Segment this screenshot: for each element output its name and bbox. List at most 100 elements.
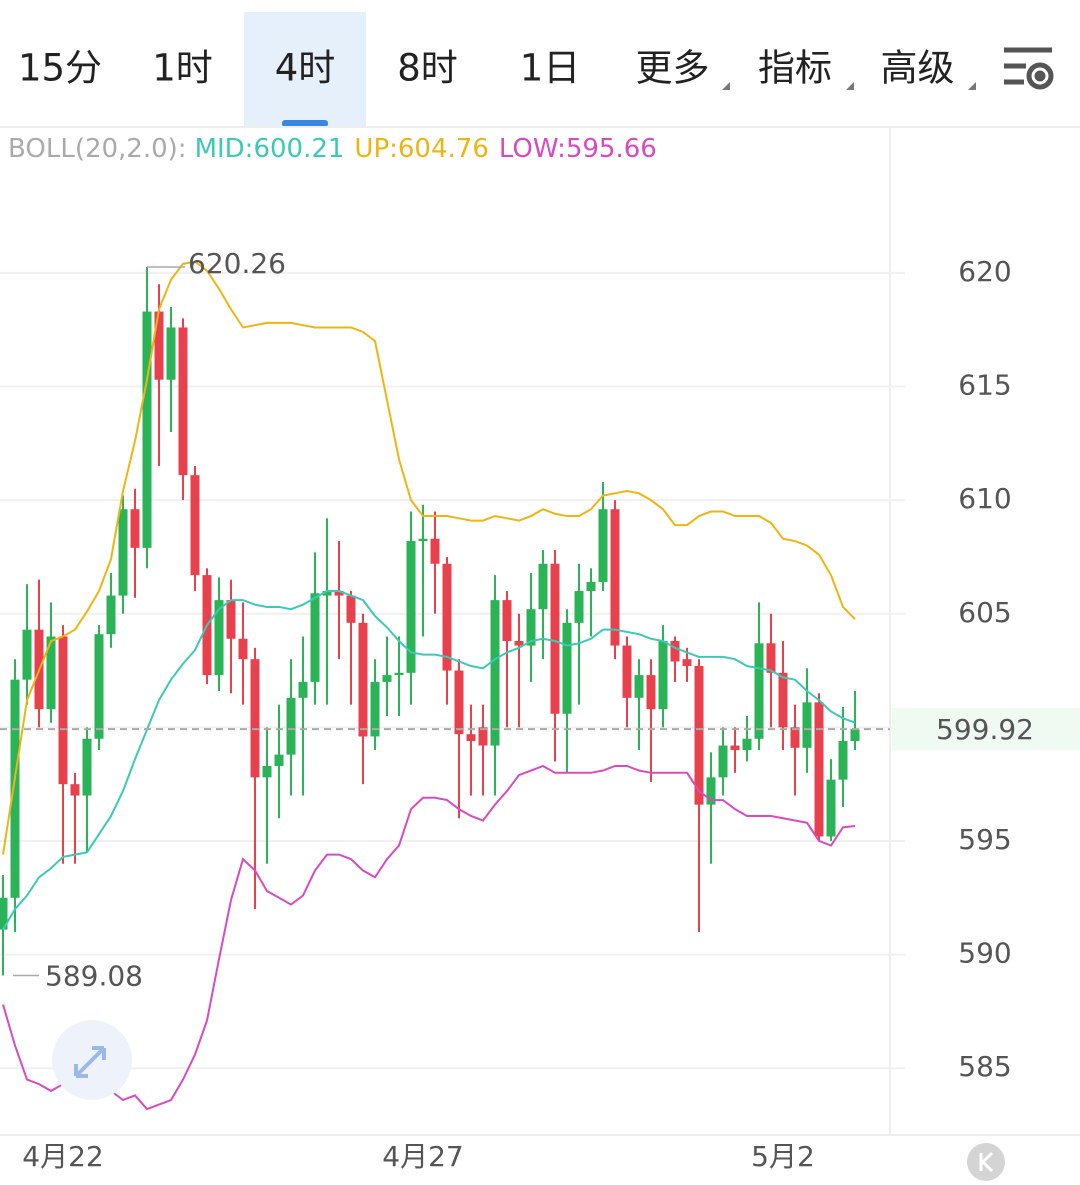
- candle-body: [826, 779, 836, 837]
- candle-body: [490, 600, 500, 746]
- candle-body: [394, 672, 404, 676]
- legend-entry: LOW:595.66: [499, 134, 657, 164]
- candle-body: [526, 609, 536, 646]
- candle-body: [754, 643, 764, 739]
- candle-body: [310, 593, 320, 682]
- candle-body: [814, 702, 824, 837]
- last-price-bg: [892, 708, 1080, 751]
- candle-body: [658, 641, 668, 710]
- tab[interactable]: 指标: [758, 47, 832, 90]
- candle-body: [154, 311, 164, 380]
- dropdown-arrow: [968, 82, 976, 90]
- tab[interactable]: 高级: [881, 47, 955, 90]
- candle-body: [742, 738, 752, 751]
- candle-body: [166, 327, 176, 380]
- tab[interactable]: 4时: [275, 47, 336, 90]
- plot: [0, 260, 905, 1111]
- icon-gear-center: [1034, 70, 1046, 82]
- kline-button[interactable]: [967, 1143, 1005, 1181]
- max-label: 620.26: [188, 247, 286, 280]
- candle-body: [334, 591, 344, 596]
- candle-body: [478, 727, 488, 746]
- tab[interactable]: 15分: [18, 47, 102, 90]
- candle-body: [298, 681, 308, 698]
- y-tick-label: 595: [958, 823, 1011, 856]
- candle-body: [730, 745, 740, 751]
- candle-body: [670, 641, 680, 662]
- candle-body: [130, 509, 140, 548]
- candle-body: [406, 541, 416, 673]
- boll-line: [2, 764, 856, 1111]
- settings-icon[interactable]: [1004, 47, 1054, 90]
- candle-body: [58, 636, 68, 785]
- tab[interactable]: 更多: [636, 47, 710, 90]
- candle-body: [250, 659, 260, 778]
- candle-body: [454, 670, 464, 735]
- candle-body: [550, 563, 560, 714]
- tab[interactable]: 1时: [152, 47, 213, 90]
- tab[interactable]: 1日: [520, 47, 581, 90]
- candle-body: [634, 675, 644, 698]
- candle-body: [610, 509, 620, 646]
- candle-body: [646, 675, 656, 710]
- candle-body: [838, 740, 848, 780]
- x-tick-label: 5月2: [751, 1140, 815, 1173]
- candle-body: [274, 754, 284, 766]
- tab[interactable]: 8时: [397, 47, 458, 90]
- dropdown-arrow: [846, 82, 854, 90]
- candle-body: [802, 702, 812, 748]
- min-label: 589.08: [45, 959, 143, 992]
- candle-body: [94, 634, 104, 739]
- candle-body: [190, 475, 200, 576]
- candle-body: [850, 729, 860, 741]
- candle-body: [622, 645, 632, 698]
- y-tick-label: 605: [958, 596, 1011, 629]
- candle-body: [382, 675, 392, 682]
- candle-body: [238, 638, 248, 660]
- candle-body: [418, 538, 428, 542]
- candle-body: [22, 629, 32, 680]
- candle-body: [430, 538, 440, 564]
- candle-body: [346, 595, 356, 623]
- candle-body: [790, 727, 800, 748]
- candle-body: [502, 600, 512, 642]
- kline-icon: [979, 1151, 994, 1173]
- candle-body: [466, 734, 476, 741]
- candle-body: [70, 784, 80, 796]
- legend-entry: MID:600.21: [195, 134, 345, 164]
- candle-body: [538, 563, 548, 610]
- y-tick-label: 615: [958, 369, 1011, 402]
- expand-icon: [74, 1046, 106, 1078]
- indicator-label: BOLL(20,2.0):: [8, 134, 187, 164]
- candle-body: [358, 622, 368, 737]
- candle-body: [718, 745, 728, 778]
- icon-gear: [1026, 62, 1054, 90]
- candle-body: [706, 777, 716, 805]
- y-tick-label: 590: [958, 937, 1011, 970]
- active-tab-bg: [244, 12, 366, 127]
- candle-body: [10, 679, 20, 898]
- candle-body: [46, 636, 56, 710]
- candle-body: [214, 600, 224, 676]
- boll-line: [2, 590, 856, 931]
- dropdown-arrow: [722, 82, 730, 90]
- candle-body: [82, 738, 92, 796]
- active-tab-indicator: [282, 120, 328, 127]
- candle-body: [598, 509, 608, 582]
- x-tick-label: 4月22: [22, 1140, 103, 1173]
- legend-entry: UP:604.76: [354, 134, 488, 164]
- candle-body: [442, 563, 452, 671]
- legend: BOLL(20,2.0): MID:600.21 UP:604.76 LOW:595.…: [8, 134, 657, 164]
- candle-body: [778, 672, 788, 728]
- candle-body: [322, 591, 332, 596]
- y-tick-label: 585: [958, 1050, 1011, 1083]
- candle-body: [562, 622, 572, 714]
- candle-body: [514, 641, 524, 646]
- candle-body: [262, 765, 272, 778]
- y-tick-label: 610: [958, 482, 1011, 515]
- candle-body: [286, 697, 296, 755]
- candle-body: [586, 581, 596, 592]
- candle-body: [178, 327, 188, 476]
- candle-body: [574, 591, 584, 623]
